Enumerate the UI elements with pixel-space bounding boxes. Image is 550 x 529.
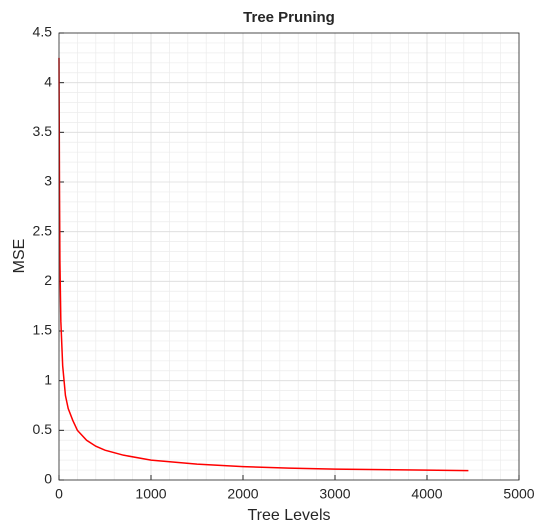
chart-title: Tree Pruning: [243, 9, 335, 26]
y-tick-label: 1.5: [33, 322, 53, 338]
x-axis-label: Tree Levels: [248, 507, 331, 524]
x-tick-label: 3000: [319, 486, 350, 502]
plot-area: [59, 33, 519, 480]
axes-box: [58, 32, 520, 481]
y-tick-label: 3.5: [33, 123, 53, 139]
x-tick-label: 0: [55, 486, 63, 502]
y-axis-label: MSE: [11, 239, 28, 274]
y-tick-label: 2: [44, 272, 52, 288]
y-tick-label: 3: [44, 173, 52, 189]
x-tick-label: 2000: [227, 486, 258, 502]
y-tick-label: 0.5: [33, 421, 53, 437]
y-tick-label: 4: [44, 73, 52, 89]
x-tick-label: 1000: [135, 486, 166, 502]
x-tick-label: 4000: [411, 486, 442, 502]
data-line: [58, 57, 469, 472]
y-tick-label: 2.5: [33, 222, 53, 238]
y-tick-label: 1: [44, 371, 52, 387]
y-tick-label: 0: [44, 471, 52, 487]
x-tick-label: 5000: [503, 486, 534, 502]
y-tick-label: 4.5: [33, 24, 53, 40]
